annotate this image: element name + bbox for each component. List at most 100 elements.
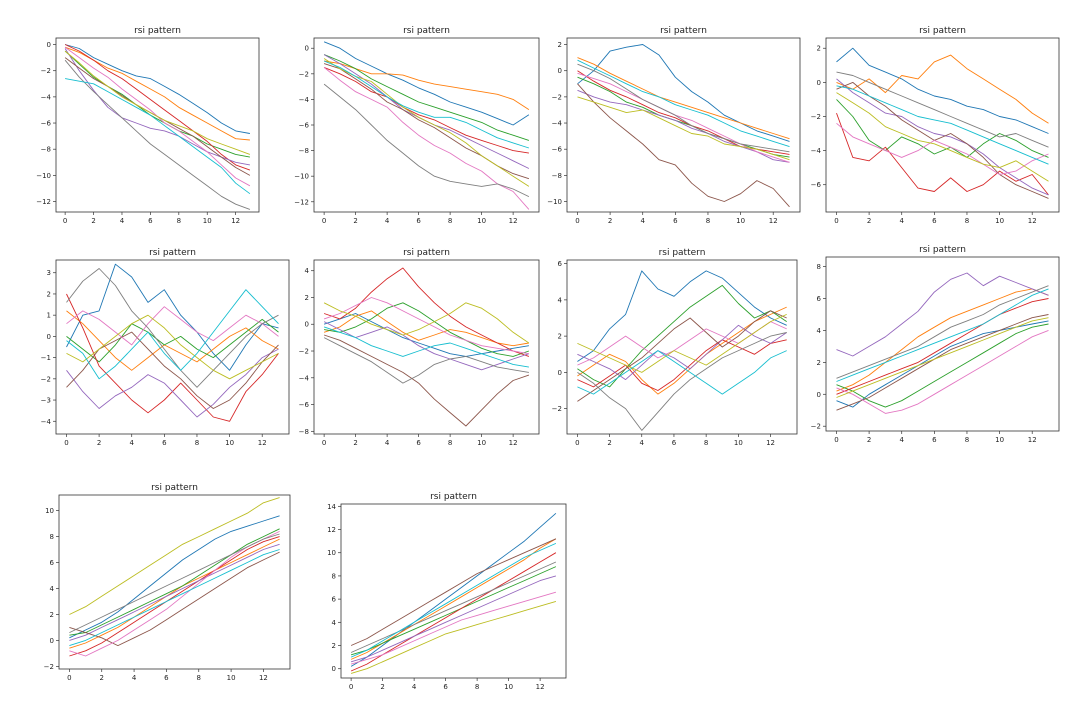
series-line-2 [64, 46, 250, 141]
y-tick-label: 2 [305, 294, 309, 302]
x-tick-label: 8 [706, 217, 710, 225]
subplot-1: rsi pattern 0 2 4 6 8 10 12 0 −2 −4 −6 −8 −10 −12 [36, 26, 260, 225]
chart-title: rsi pattern [134, 26, 181, 36]
y-tick-label: −12 [36, 198, 51, 206]
x-tick-label: 10 [995, 436, 1004, 444]
series-line-1 [64, 44, 250, 134]
x-tick-label: 2 [100, 674, 104, 682]
x-tick-label: 10 [203, 217, 212, 225]
x-tick-label: 4 [899, 436, 904, 444]
series-line-5 [323, 54, 530, 169]
chart-title: rsi pattern [151, 483, 198, 493]
y-tick-label: 4 [305, 267, 310, 275]
series-line-4 [64, 44, 251, 171]
x-tick-label: 8 [197, 674, 201, 682]
series-line-1 [66, 263, 279, 371]
y-tick-label: −4 [299, 96, 310, 104]
x-tick-label: 0 [67, 674, 71, 682]
y-tick-label: −4 [552, 120, 563, 128]
series-line-7 [323, 297, 529, 355]
series-line-10 [577, 59, 790, 148]
x-tick-label: 0 [834, 217, 838, 225]
x-tick-label: 6 [673, 217, 678, 225]
y-tick-label: −8 [299, 147, 309, 155]
y-tick-label: −10 [36, 172, 51, 180]
y-tick-label: 2 [817, 359, 821, 367]
series-line-8 [64, 59, 251, 210]
y-tick-label: 8 [332, 572, 336, 580]
y-tick-label: −4 [41, 93, 52, 101]
x-tick-label: 12 [766, 439, 775, 447]
series-line-7 [836, 329, 1049, 414]
series-line-4 [577, 339, 787, 391]
x-tick-label: 8 [448, 217, 452, 225]
y-tick-label: 6 [817, 295, 822, 303]
y-tick-label: 0 [47, 41, 51, 49]
series-line-1 [323, 41, 530, 126]
x-tick-label: 6 [443, 683, 448, 691]
subplot-2: rsi pattern 0 2 4 6 8 10 12 0 −2 −4 −6 −8 −10 −12 [294, 26, 540, 225]
x-tick-label: 10 [225, 439, 234, 447]
subplot-4: rsi pattern 0 2 4 6 8 10 12 2 0 −2 −4 −6 [811, 26, 1060, 225]
x-tick-label: 12 [1028, 436, 1037, 444]
series-line-7 [66, 306, 279, 346]
series-line-9 [64, 50, 251, 155]
series-line-7 [577, 72, 790, 163]
series-line-5 [66, 348, 279, 418]
series-line-8 [836, 285, 1049, 379]
series-line-10 [69, 549, 280, 647]
series-line-7 [323, 67, 530, 210]
chart-title: rsi pattern [660, 26, 707, 36]
series-line-9 [323, 302, 530, 344]
series-line-7 [836, 122, 1049, 175]
series-line-8 [69, 533, 280, 634]
y-tick-label: 6 [332, 596, 337, 604]
x-tick-label: 8 [448, 439, 452, 447]
series-line-8 [323, 83, 530, 198]
series-line-10 [65, 78, 251, 195]
y-tick-label: 6 [558, 260, 563, 268]
x-tick-label: 6 [162, 439, 167, 447]
x-tick-label: 12 [769, 217, 778, 225]
plot-frame [55, 259, 290, 435]
series-line-3 [577, 284, 787, 388]
x-tick-label: 10 [736, 217, 745, 225]
y-tick-label: −2 [811, 113, 821, 121]
y-tick-label: 10 [327, 549, 336, 557]
y-tick-label: 6 [50, 559, 55, 567]
x-tick-label: 0 [349, 683, 353, 691]
y-tick-label: −2 [41, 375, 51, 383]
series-line-6 [350, 538, 557, 646]
y-tick-label: −8 [41, 146, 51, 154]
y-tick-label: 2 [332, 642, 336, 650]
series-line-1 [577, 44, 790, 142]
x-tick-label: 0 [834, 436, 838, 444]
y-tick-label: −2 [299, 348, 309, 356]
x-tick-label: 6 [932, 217, 937, 225]
x-tick-label: 4 [120, 217, 125, 225]
x-tick-label: 8 [177, 217, 181, 225]
plot-frame [313, 37, 540, 213]
y-tick-label: 8 [817, 263, 821, 271]
y-tick-label: 0 [50, 637, 54, 645]
series-line-2 [324, 60, 530, 110]
y-tick-label: −6 [299, 122, 310, 130]
series-line-9 [323, 58, 530, 187]
series-line-6 [836, 314, 1049, 411]
y-tick-label: −6 [811, 181, 822, 189]
x-tick-label: 12 [536, 683, 545, 691]
series-line-6 [836, 81, 1049, 199]
subplot-7: rsi pattern 0 2 4 6 8 10 12 6 4 2 0 −2 [552, 248, 798, 447]
series-line-4 [69, 536, 280, 657]
series-line-9 [577, 313, 787, 373]
plot-frame [313, 259, 540, 435]
series-line-10 [323, 326, 529, 368]
x-tick-label: 6 [672, 439, 677, 447]
x-tick-label: 10 [477, 217, 486, 225]
y-tick-label: −8 [552, 172, 562, 180]
x-tick-label: 2 [353, 439, 357, 447]
subplot-9: rsi pattern 0 2 4 6 8 10 12 10 8 6 4 2 0 −2 [44, 483, 291, 682]
x-tick-label: 12 [231, 217, 240, 225]
chart-title: rsi pattern [919, 245, 966, 255]
